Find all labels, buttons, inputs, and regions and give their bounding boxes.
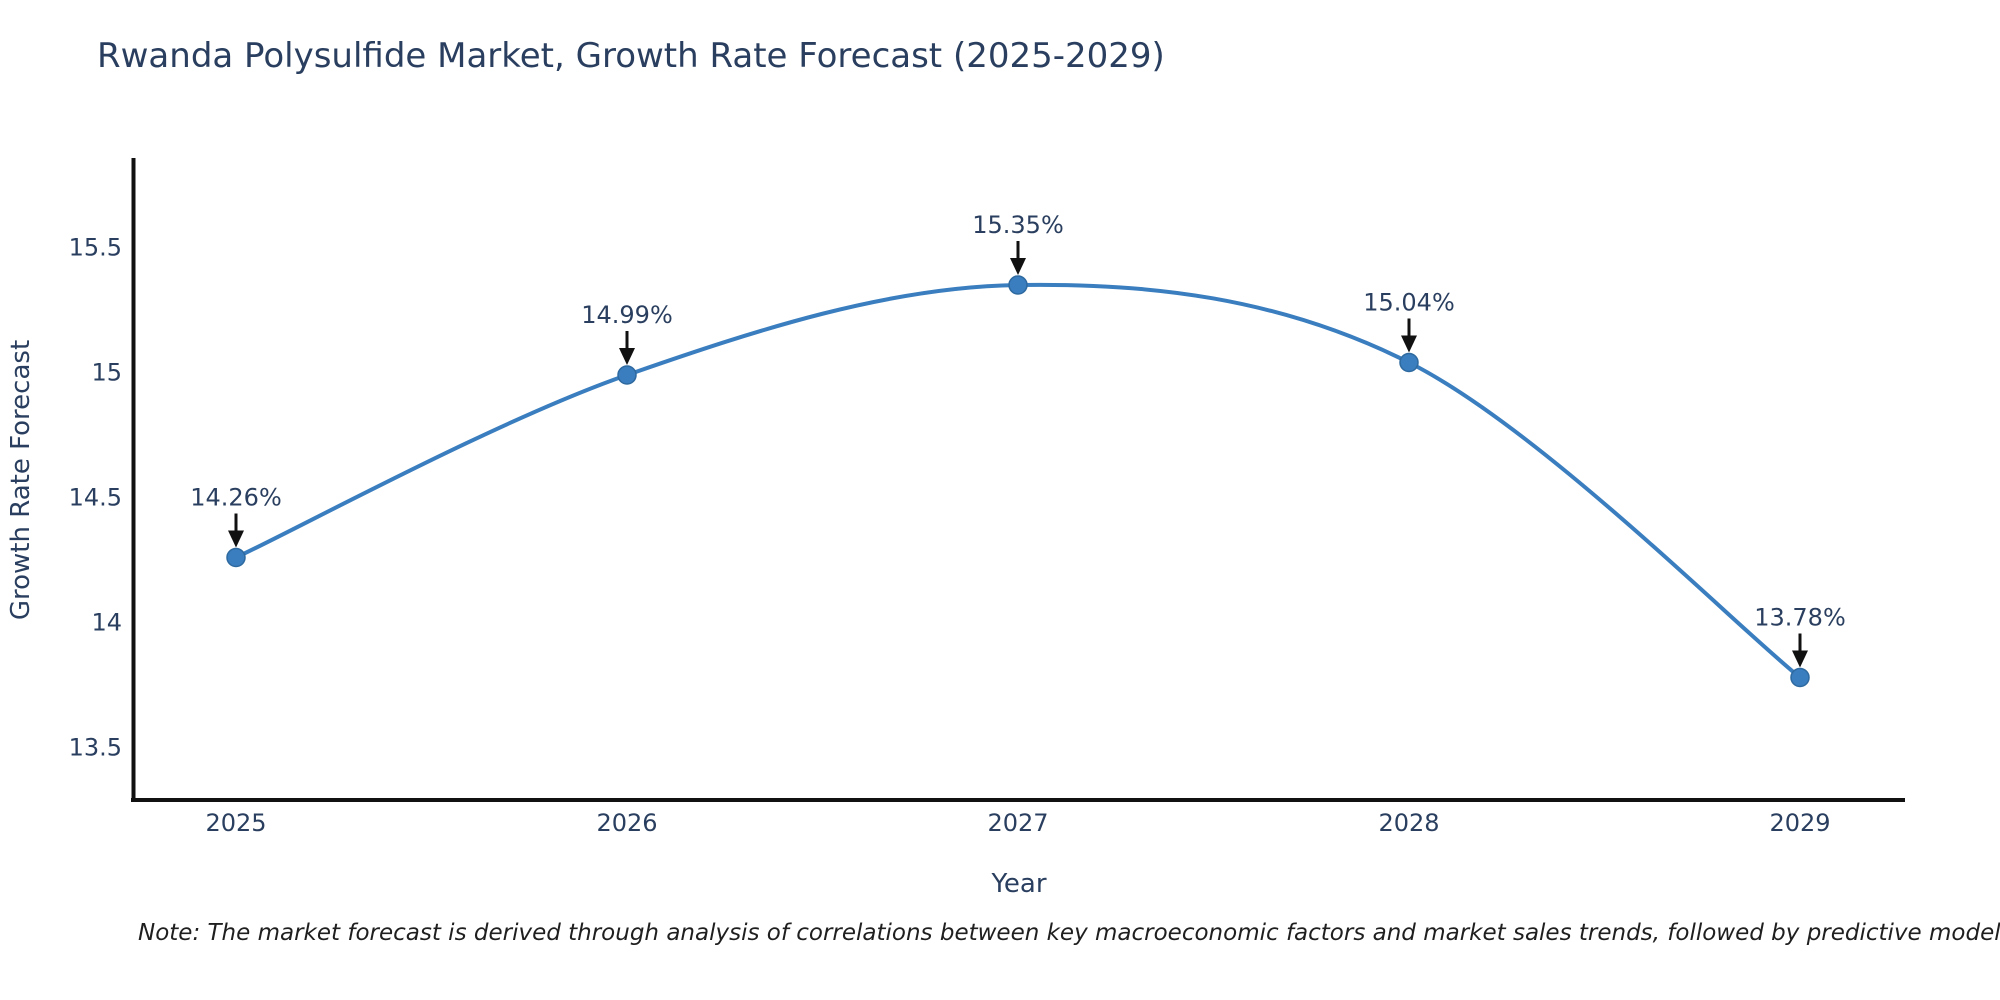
annotation-label: 13.78%: [1754, 604, 1846, 632]
y-tick-label: 14: [91, 609, 122, 637]
annotation-label: 14.26%: [190, 484, 282, 512]
annotation-label: 15.35%: [972, 211, 1064, 239]
y-axis-tick-labels: 13.5 14 14.5 15 15.5: [69, 234, 122, 762]
annotation-arrowhead: [228, 530, 244, 548]
y-tick-label: 15.5: [69, 234, 122, 262]
data-point-marker: [1008, 275, 1028, 295]
annotation-label: 14.99%: [581, 301, 673, 329]
x-tick-label: 2028: [1378, 809, 1439, 837]
annotation-arrowhead: [619, 348, 635, 365]
annotation-arrowhead: [1792, 650, 1808, 668]
y-axis-title: Growth Rate Forecast: [6, 340, 36, 620]
chart-title: Rwanda Polysulfide Market, Growth Rate F…: [97, 36, 1165, 76]
x-axis-title: Year: [990, 869, 1046, 899]
annotation-arrowhead: [1010, 258, 1026, 275]
data-point-marker: [1399, 352, 1419, 373]
y-tick-label: 15: [91, 359, 122, 387]
y-tick-label: 14.5: [69, 484, 122, 512]
data-point-marker: [617, 365, 637, 385]
forecast-spline: [234, 282, 1802, 680]
series-spline-and-markers: [226, 275, 1810, 688]
x-tick-label: 2029: [1769, 809, 1830, 837]
point-annotations: 14.26% 14.99% 15.35% 15.04% 13.78%: [190, 211, 1846, 668]
footnote: Note: The market forecast is derived thr…: [138, 920, 2000, 946]
data-point-marker: [226, 547, 246, 568]
x-axis-tick-labels: 2025 2026 2027 2028 2029: [205, 809, 1830, 837]
annotation-arrowhead: [1401, 335, 1417, 353]
x-tick-label: 2025: [205, 809, 266, 837]
x-tick-label: 2026: [596, 809, 657, 837]
x-tick-label: 2027: [987, 809, 1048, 837]
data-point-marker: [1790, 667, 1810, 688]
y-tick-label: 13.5: [69, 734, 122, 762]
annotation-label: 15.04%: [1363, 289, 1455, 317]
